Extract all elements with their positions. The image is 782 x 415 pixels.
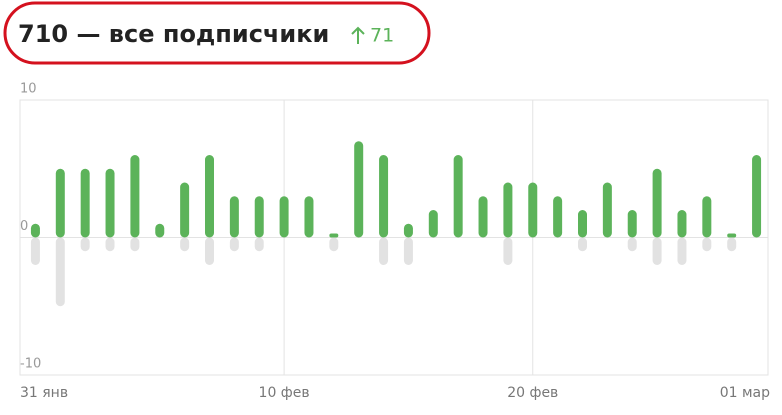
bar	[130, 237, 140, 252]
x-tick-label: 10 фев	[259, 385, 310, 401]
bar	[578, 237, 587, 252]
bar	[55, 168, 65, 238]
bar	[553, 196, 563, 238]
up-arrow-icon	[351, 26, 365, 44]
bar	[304, 196, 314, 238]
bar	[205, 237, 214, 265]
bar	[279, 196, 289, 238]
highlight-outline	[3, 1, 431, 65]
bar	[30, 223, 40, 238]
bar	[80, 237, 90, 252]
bar	[652, 237, 662, 265]
bar	[578, 210, 587, 238]
bar	[627, 237, 637, 252]
bar	[503, 237, 513, 265]
bar	[677, 210, 687, 238]
bar	[130, 155, 140, 238]
bar	[677, 237, 687, 265]
bar	[478, 196, 488, 238]
bar	[155, 223, 165, 238]
x-tick-label: 31 янв	[20, 385, 68, 401]
bar	[229, 237, 239, 252]
chart-title: 710 — все подписчики	[18, 20, 329, 48]
bar	[329, 233, 339, 238]
bar	[55, 237, 65, 307]
x-tick-label: 01 мар	[720, 385, 770, 401]
bar	[652, 168, 662, 238]
bar	[528, 182, 538, 238]
bar	[379, 155, 389, 238]
change-value: 71	[370, 25, 394, 47]
bar	[702, 196, 712, 238]
bar	[254, 196, 264, 238]
bar	[428, 210, 438, 238]
bar	[229, 196, 239, 238]
bar	[752, 155, 762, 238]
bar	[105, 168, 115, 238]
bar	[403, 223, 413, 238]
bar	[30, 237, 40, 265]
x-tick-label: 20 фев	[507, 385, 558, 401]
bar	[503, 182, 513, 238]
bar	[329, 237, 339, 252]
bar	[105, 237, 115, 252]
bar	[80, 168, 90, 238]
y-tick-label: 0	[20, 219, 28, 234]
bar	[702, 237, 712, 252]
bar	[254, 237, 264, 252]
y-tick-label: -10	[20, 357, 41, 372]
bar	[354, 141, 364, 238]
bar	[205, 155, 214, 238]
bar	[180, 237, 190, 252]
bar	[602, 182, 612, 238]
bar	[453, 155, 463, 238]
bar	[180, 182, 190, 238]
bar	[727, 233, 737, 238]
y-tick-label: 10	[20, 82, 37, 97]
bar	[727, 237, 737, 252]
bar	[627, 210, 637, 238]
bar	[403, 237, 413, 265]
bar	[379, 237, 389, 265]
